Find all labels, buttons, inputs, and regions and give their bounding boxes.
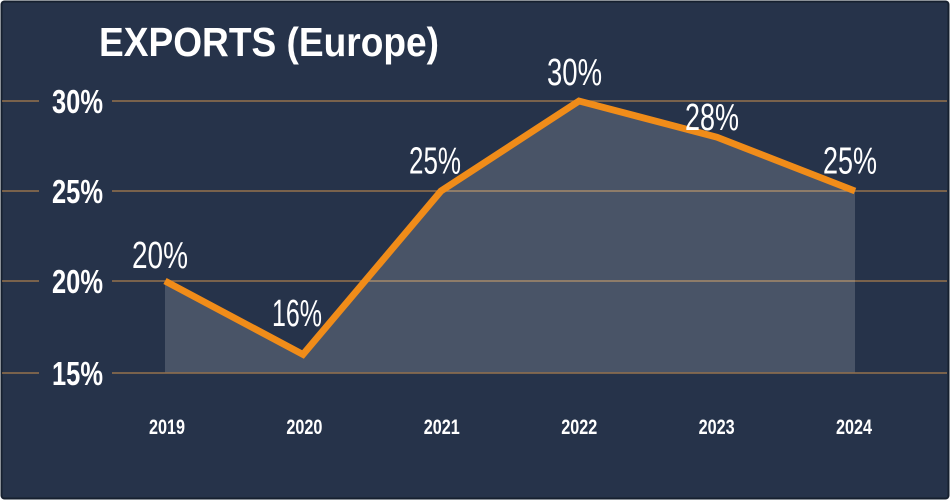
svg-text:2024: 2024 bbox=[836, 416, 872, 439]
svg-text:30%: 30% bbox=[547, 52, 602, 94]
svg-text:2021: 2021 bbox=[424, 416, 460, 439]
svg-text:28%: 28% bbox=[685, 97, 739, 139]
svg-text:2023: 2023 bbox=[699, 416, 735, 439]
svg-text:2019: 2019 bbox=[149, 416, 185, 439]
svg-text:EXPORTS (Europe): EXPORTS (Europe) bbox=[99, 19, 439, 65]
svg-text:2020: 2020 bbox=[286, 416, 322, 439]
svg-text:15%: 15% bbox=[52, 356, 103, 393]
svg-text:16%: 16% bbox=[272, 293, 322, 335]
svg-text:25%: 25% bbox=[823, 140, 877, 182]
svg-text:25%: 25% bbox=[52, 174, 103, 211]
svg-text:2022: 2022 bbox=[561, 416, 597, 439]
svg-text:20%: 20% bbox=[52, 264, 103, 301]
svg-text:30%: 30% bbox=[52, 84, 103, 121]
svg-text:20%: 20% bbox=[132, 235, 188, 277]
svg-text:25%: 25% bbox=[409, 140, 461, 182]
